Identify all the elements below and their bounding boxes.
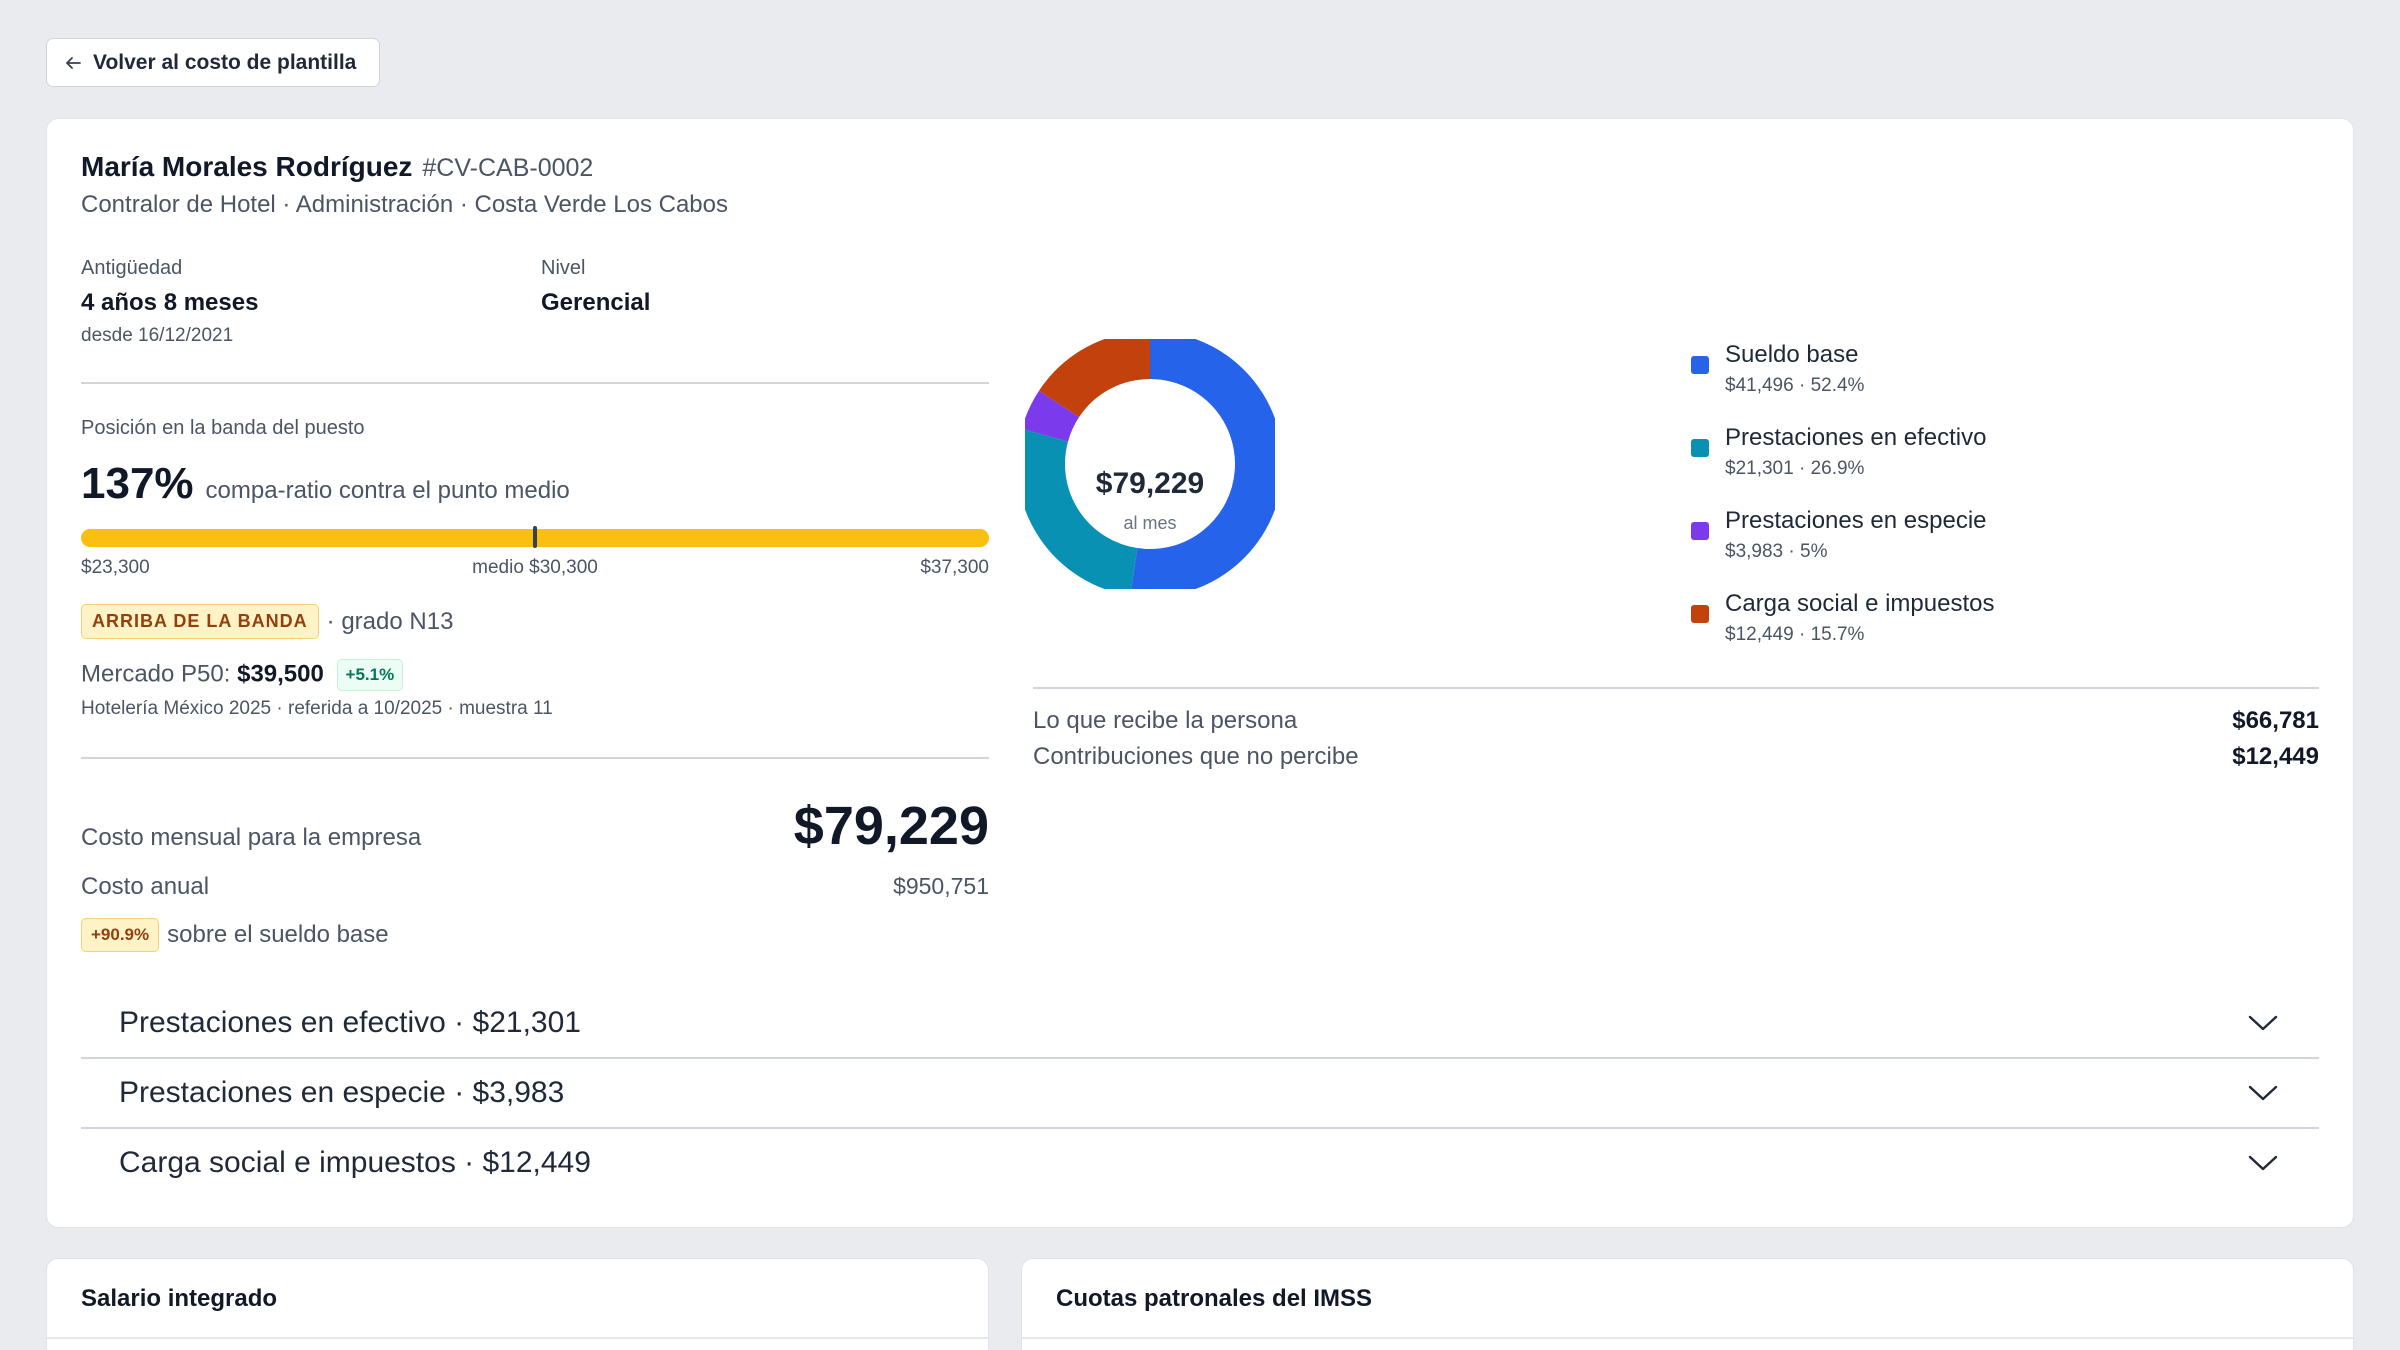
band-midpoint-marker <box>533 526 537 548</box>
accordion-in-kind-benefits[interactable]: Prestaciones en especie · $3,983 <box>81 1059 2319 1127</box>
integrated-salary-panel: Salario integrado <box>46 1258 989 1350</box>
legend-value: $21,301 · 26.9% <box>1725 458 1865 479</box>
donut-slice-2 <box>1025 429 1139 589</box>
divider <box>81 1127 2319 1129</box>
market-p50: Mercado P50: $39,500 +5.1% <box>81 659 404 691</box>
market-delta-badge: +5.1% <box>336 659 404 691</box>
legend-item: Prestaciones en efectivo $21,301 · 26.9% <box>1691 424 1986 480</box>
divider <box>81 757 989 759</box>
over-base: +90.9% sobre el sueldo base <box>81 918 389 952</box>
employee-id: #CV-CAB-0002 <box>422 154 594 182</box>
legend-name: Carga social e impuestos <box>1725 590 1995 617</box>
back-button[interactable]: Volver al costo de plantilla <box>46 38 380 87</box>
accordion-title: Carga social e impuestos · $12,449 <box>119 1146 591 1179</box>
legend-swatch <box>1691 522 1709 540</box>
band-title: Posición en la banda del puesto <box>81 417 365 439</box>
market-value: $39,500 <box>237 660 324 688</box>
divider <box>1033 687 2319 689</box>
receives-value: $66,781 <box>2232 707 2319 734</box>
not-received-value: $12,449 <box>2232 743 2319 770</box>
not-received-row: Contribuciones que no percibe $12,449 <box>1033 743 2319 771</box>
level-label: Nivel <box>541 257 586 279</box>
band-min: $23,300 <box>81 557 150 578</box>
donut-center-label: al mes <box>1123 513 1177 533</box>
band-max: $37,300 <box>920 557 989 578</box>
annual-cost-value: $950,751 <box>893 873 989 899</box>
accordion-title: Prestaciones en efectivo · $21,301 <box>119 1006 581 1039</box>
salary-band-bar <box>81 526 989 548</box>
accordion-cash-benefits[interactable]: Prestaciones en efectivo · $21,301 <box>81 989 2319 1057</box>
compa-ratio-label: compa-ratio contra el punto medio <box>205 477 570 504</box>
receives-label: Lo que recibe la persona <box>1033 707 1298 734</box>
monthly-cost-label: Costo mensual para la empresa <box>81 824 422 851</box>
chevron-down-icon <box>2248 1085 2278 1101</box>
monthly-cost-value: $79,229 <box>793 796 989 856</box>
band-mid: medio $30,300 <box>472 557 598 578</box>
employee-cost-card: María Morales Rodríguez #CV-CAB-0002 Cont… <box>46 118 2354 1228</box>
chevron-down-icon <box>2248 1015 2278 1031</box>
legend-value: $41,496 · 52.4% <box>1725 375 1865 396</box>
seniority-value: 4 años 8 meses <box>81 289 259 316</box>
not-received-label: Contribuciones que no percibe <box>1033 743 1359 770</box>
donut-slice-3 <box>1025 390 1080 443</box>
chevron-down-icon <box>2248 1155 2278 1171</box>
level-value: Gerencial <box>541 289 651 316</box>
donut-center: $79,229 al mes <box>1050 467 1250 534</box>
receives-row: Lo que recibe la persona $66,781 <box>1033 707 2319 735</box>
band-status-badge: ARRIBA DE LA BANDA <box>81 604 319 639</box>
seniority-label: Antigüedad <box>81 257 183 279</box>
legend-item: Carga social e impuestos $12,449 · 15.7% <box>1691 590 1994 646</box>
divider <box>81 1057 2319 1059</box>
market-label: Mercado P50: <box>81 660 231 688</box>
arrow-left-icon <box>66 56 81 69</box>
compa-ratio-value: 137% <box>81 459 194 508</box>
panel-title: Cuotas patronales del IMSS <box>1056 1285 1373 1312</box>
employee-role: Contralor de Hotel · Administración · Co… <box>81 191 728 218</box>
employee-name: María Morales Rodríguez <box>81 151 413 182</box>
market-note: Hotelería México 2025 · referida a 10/20… <box>81 698 553 719</box>
legend-value: $3,983 · 5% <box>1725 541 1828 562</box>
seniority-since: desde 16/12/2021 <box>81 325 234 346</box>
grade-text: · grado N13 <box>326 607 454 635</box>
panel-title: Salario integrado <box>81 1285 278 1312</box>
legend-name: Sueldo base <box>1725 341 1859 368</box>
legend-value: $12,449 · 15.7% <box>1725 624 1865 645</box>
compa-ratio: 137% compa-ratio contra el punto medio <box>81 459 570 509</box>
band-status: ARRIBA DE LA BANDA · grado N13 <box>81 604 453 639</box>
legend-swatch <box>1691 605 1709 623</box>
employee-header: María Morales Rodríguez #CV-CAB-0002 <box>81 151 593 183</box>
legend-item: Sueldo base $41,496 · 52.4% <box>1691 341 1864 397</box>
divider <box>47 1337 988 1339</box>
cost-donut-chart <box>1025 339 1275 589</box>
imss-contributions-panel: Cuotas patronales del IMSS <box>1021 1258 2354 1350</box>
donut-slice-4 <box>1039 339 1151 418</box>
donut-center-value: $79,229 <box>1095 467 1205 500</box>
over-base-label: sobre el sueldo base <box>167 921 389 948</box>
accordion-social-charges[interactable]: Carga social e impuestos · $12,449 <box>81 1129 2319 1197</box>
legend-name: Prestaciones en efectivo <box>1725 424 1987 451</box>
over-base-badge: +90.9% <box>81 918 160 952</box>
back-button-label: Volver al costo de plantilla <box>93 50 357 74</box>
legend-item: Prestaciones en especie $3,983 · 5% <box>1691 507 1987 563</box>
accordion-title: Prestaciones en especie · $3,983 <box>119 1076 565 1109</box>
legend-swatch <box>1691 356 1709 374</box>
divider <box>1022 1337 2353 1339</box>
annual-cost-label: Costo anual <box>81 873 210 900</box>
legend-name: Prestaciones en especie <box>1725 507 1987 534</box>
donut-slice-1 <box>1131 339 1275 589</box>
legend-swatch <box>1691 439 1709 457</box>
divider <box>81 382 989 384</box>
